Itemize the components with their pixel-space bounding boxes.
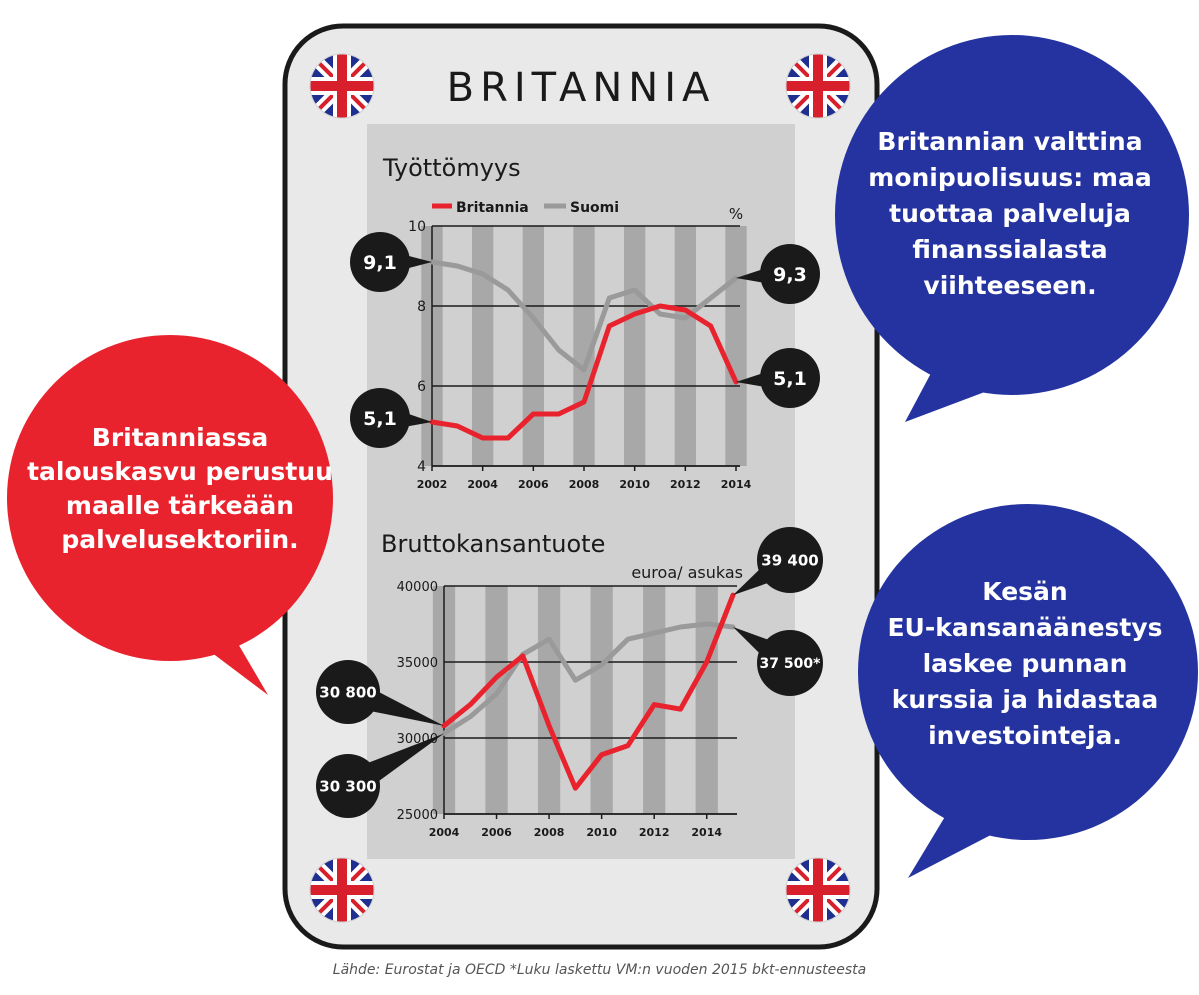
legend-suomi-label: Suomi <box>570 200 619 216</box>
series-line-britannia <box>441 592 736 791</box>
callout-bubble <box>757 630 823 696</box>
blue-bubble-bottom-text: Kesän EU-kansanäänestys laskee punnan kurss… <box>887 577 1162 750</box>
chart1-legend: Britannia Suomi <box>432 200 619 216</box>
series-line-suomi <box>429 259 739 373</box>
source-note: Lähde: Eurostat ja OECD *Luku laskettu V… <box>332 962 867 978</box>
bubble-text-line: Kesän <box>982 577 1067 606</box>
callout-label: 5,1 <box>773 368 807 390</box>
callout-bubble <box>350 388 410 448</box>
chart-band <box>472 226 494 466</box>
bubble-text-line: maalle tärkeään <box>66 491 294 520</box>
callout-label: 30 800 <box>319 683 376 701</box>
uk-flag-icon <box>786 54 850 118</box>
page-title: BRITANNIA <box>447 65 716 111</box>
x-tick-label: 2008 <box>534 826 565 839</box>
x-tick-label: 2010 <box>619 478 650 491</box>
bubble-text-line: kurssia ja hidastaa <box>892 685 1159 714</box>
x-tick-label: 2014 <box>691 826 722 839</box>
y-tick-label: 6 <box>417 379 426 395</box>
callout-bubble <box>316 754 380 818</box>
bubble-text-line: investointeja. <box>928 721 1122 750</box>
chart1-unit: % <box>729 205 743 223</box>
bubble-text-line: Britannian valttina <box>877 127 1142 156</box>
callout-label: 9,1 <box>363 252 397 274</box>
bubble-text-line: tuottaa palveluja <box>889 199 1131 228</box>
bubble-text-line: talouskasvu perustuu <box>27 457 333 486</box>
chart-band <box>624 226 646 466</box>
callout-label: 9,3 <box>773 264 807 286</box>
unemployment-chart: Työttömyys Britannia Suomi % 4 6 8 10 2002 20… <box>382 154 752 491</box>
bubble-text-line: monipuolisuus: maa <box>868 163 1151 192</box>
chart2-unit: euroa/ asukas <box>631 563 743 582</box>
bubble-text-line: laskee punnan <box>923 649 1128 678</box>
chart-band <box>725 226 747 466</box>
blue-speech-bubble-top: Britannian valttina monipuolisuus: maa tuo… <box>835 35 1189 422</box>
x-tick-label: 2006 <box>518 478 549 491</box>
y-tick-label: 4 <box>417 459 426 475</box>
bubble-text-line: finanssialasta <box>912 235 1107 264</box>
x-tick-label: 2010 <box>586 826 617 839</box>
x-tick-label: 2004 <box>429 826 460 839</box>
callout-label: 37 500* <box>760 656 822 672</box>
blue-speech-bubble-bottom: Kesän EU-kansanäänestys laskee punnan kurss… <box>858 504 1198 878</box>
legend-britannia-label: Britannia <box>456 200 529 216</box>
bubble-text-line: viihteeseen. <box>923 271 1096 300</box>
x-tick-label: 2012 <box>639 826 670 839</box>
uk-flag-icon <box>310 858 374 922</box>
y-tick-label: 35000 <box>397 656 438 671</box>
bubble-text-line: EU-kansanäänestys <box>887 613 1162 642</box>
x-tick-label: 2012 <box>670 478 701 491</box>
x-tick-label: 2002 <box>417 478 448 491</box>
callout-bubble <box>760 348 820 408</box>
chart-band <box>674 226 696 466</box>
callout-label: 39 400 <box>761 551 818 569</box>
chart-band <box>522 226 544 466</box>
callout-bubble <box>760 244 820 304</box>
chart2-title: Bruttokansantuote <box>381 530 605 558</box>
red-bubble-text: Britanniassa talouskasvu perustuu maalle t… <box>27 423 333 554</box>
red-speech-bubble: Britanniassa talouskasvu perustuu maalle t… <box>7 335 333 695</box>
chart-band <box>643 586 666 814</box>
uk-flag-icon <box>786 858 850 922</box>
x-tick-label: 2004 <box>467 478 498 491</box>
series-line-suomi <box>441 621 736 736</box>
x-tick-label: 2006 <box>481 826 512 839</box>
callout-bubble <box>350 232 410 292</box>
x-tick-label: 2008 <box>569 478 600 491</box>
y-tick-label: 10 <box>408 219 426 235</box>
bubble-text-line: palvelusektoriin. <box>61 525 298 554</box>
chart-band <box>485 586 508 814</box>
callout-bubble <box>316 660 380 724</box>
chart1-title: Työttömyys <box>382 154 521 182</box>
uk-flag-icon <box>310 54 374 118</box>
gdp-chart: Bruttokansantuote euroa/ asukas 25000300… <box>381 530 743 839</box>
callout-label: 30 300 <box>319 777 376 795</box>
series-line-britannia <box>429 303 739 441</box>
chart-band <box>590 586 613 814</box>
callout-bubble <box>757 527 823 593</box>
y-tick-label: 40000 <box>397 580 438 595</box>
bubble-text-line: Britanniassa <box>92 423 268 452</box>
y-tick-label: 8 <box>417 299 426 315</box>
chart-band <box>695 586 718 814</box>
callout-label: 5,1 <box>363 408 397 430</box>
x-tick-label: 2014 <box>721 478 752 491</box>
y-tick-label: 25000 <box>397 808 438 823</box>
blue-bubble-top-text: Britannian valttina monipuolisuus: maa tuo… <box>868 127 1151 300</box>
